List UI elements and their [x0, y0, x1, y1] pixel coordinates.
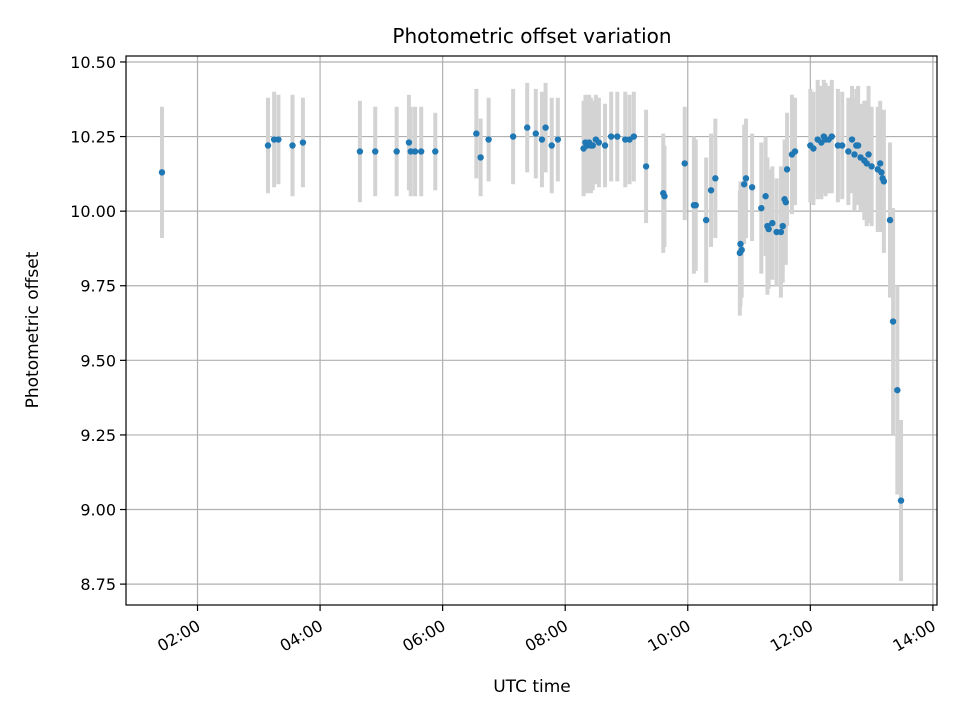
data-point — [880, 178, 888, 185]
x-tick-label: 14:00 — [889, 616, 938, 656]
data-point — [473, 130, 480, 137]
x-tick-label: 04:00 — [277, 616, 326, 656]
data-point — [738, 246, 745, 254]
data-point — [601, 142, 609, 149]
data-point — [707, 187, 715, 194]
data-point — [405, 139, 413, 146]
data-point — [548, 142, 555, 149]
data-point — [863, 160, 870, 167]
data-point — [876, 160, 884, 167]
data-point — [681, 160, 688, 167]
data-point — [782, 199, 790, 206]
data-point — [810, 145, 817, 152]
data-point — [614, 133, 621, 140]
data-point — [661, 193, 668, 200]
plot-frame — [125, 55, 938, 606]
y-tick-label: 10.50 — [70, 53, 116, 72]
data-point — [769, 219, 776, 227]
data-point — [509, 133, 517, 140]
y-tick-label: 9.50 — [80, 351, 116, 370]
y-axis-label: Photometric offset — [23, 251, 43, 408]
data-point — [372, 148, 379, 155]
data-point — [411, 148, 419, 155]
data-point — [854, 142, 862, 149]
data-point — [275, 136, 282, 143]
data-point — [158, 169, 166, 176]
data-point — [542, 124, 549, 131]
y-tick-label: 9.75 — [80, 277, 116, 296]
data-point — [264, 142, 272, 149]
data-point — [630, 133, 638, 140]
x-tick-label: 02:00 — [154, 616, 203, 656]
data-point — [777, 228, 785, 236]
data-point — [702, 216, 710, 224]
y-tick-label: 9.00 — [80, 501, 116, 520]
data-point — [485, 136, 492, 143]
data-point — [737, 240, 744, 248]
data-point — [897, 497, 905, 504]
data-point — [299, 139, 307, 146]
data-points — [158, 124, 905, 504]
data-point — [762, 193, 769, 200]
data-point — [886, 216, 894, 224]
y-tick-label: 10.25 — [70, 128, 116, 147]
data-point — [692, 201, 699, 209]
data-point — [783, 166, 791, 173]
data-point — [554, 136, 562, 143]
data-point — [748, 184, 756, 191]
data-point — [742, 175, 750, 182]
chart-title: Photometric offset variation — [392, 24, 671, 48]
data-point — [758, 204, 765, 212]
data-point — [889, 318, 897, 325]
data-point — [865, 151, 872, 158]
x-tick-label: 10:00 — [644, 616, 693, 656]
data-point — [894, 386, 901, 394]
data-point — [432, 148, 439, 155]
data-point — [828, 133, 835, 140]
x-axis-label: UTC time — [493, 677, 571, 697]
data-point — [845, 148, 852, 155]
data-point — [791, 148, 799, 155]
data-point — [524, 124, 531, 131]
data-point — [607, 133, 615, 140]
data-point — [417, 148, 425, 155]
data-point — [477, 154, 484, 161]
data-point — [642, 163, 650, 170]
data-point — [838, 142, 846, 149]
data-point — [779, 222, 786, 230]
data-point — [868, 163, 875, 170]
data-point — [765, 225, 772, 233]
data-point — [538, 136, 546, 143]
data-point — [589, 142, 596, 149]
data-point — [289, 142, 296, 149]
y-axis-ticks: 8.75 9.00 9.25 9.50 9.75 10.00 10.25 10.50 — [70, 53, 126, 594]
y-tick-label: 8.75 — [80, 575, 116, 594]
data-point — [393, 148, 400, 155]
x-tick-label: 12:00 — [767, 616, 816, 656]
x-axis-ticks: 02:00 04:00 06:00 08:00 10:00 12:00 14:00 — [154, 605, 939, 656]
x-tick-label: 08:00 — [522, 616, 571, 656]
x-tick-label: 06:00 — [399, 616, 448, 656]
data-point — [740, 181, 748, 188]
data-point — [848, 136, 856, 143]
data-point — [851, 151, 858, 158]
y-tick-label: 9.25 — [80, 426, 116, 445]
data-point — [878, 169, 885, 176]
data-point — [532, 130, 539, 137]
y-tick-label: 10.00 — [70, 202, 116, 221]
data-point — [595, 139, 603, 146]
data-point — [356, 148, 364, 155]
data-point — [712, 175, 719, 182]
